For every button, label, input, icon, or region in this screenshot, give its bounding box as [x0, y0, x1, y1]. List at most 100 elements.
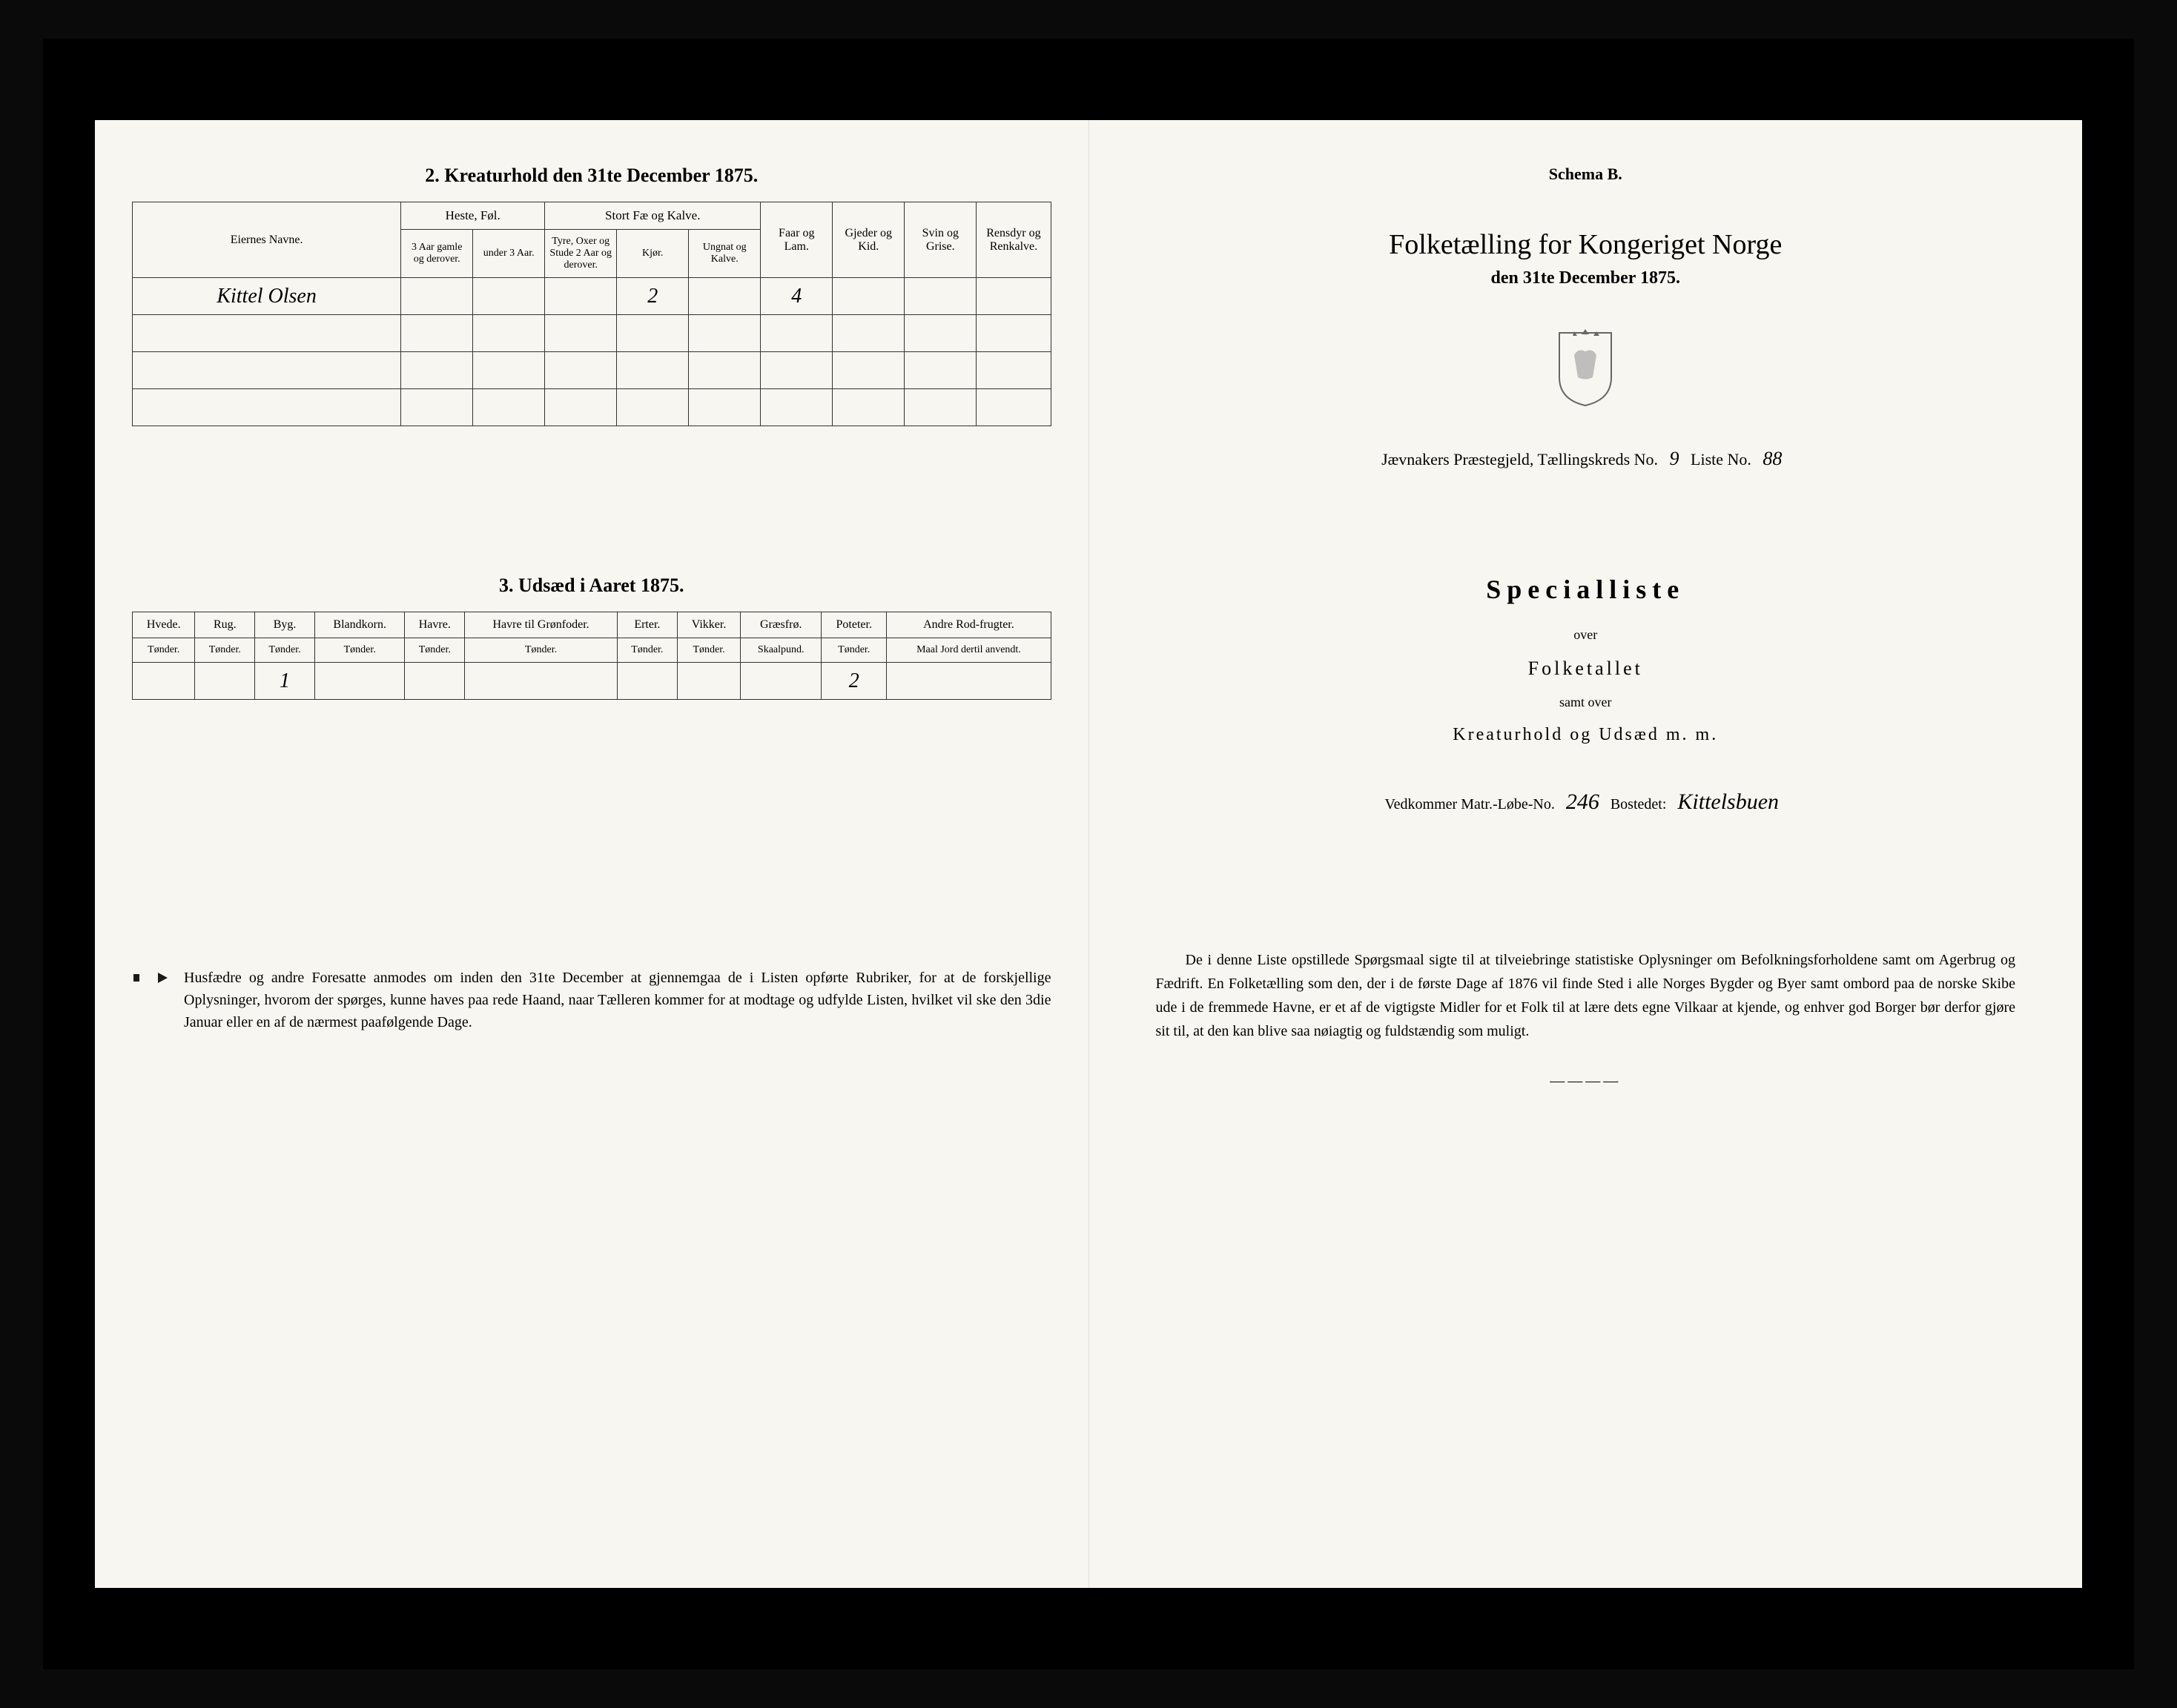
- cell: [545, 389, 617, 426]
- cell: [689, 352, 761, 389]
- cell: [833, 389, 905, 426]
- header-heste1: 3 Aar gamle og derover.: [401, 230, 473, 278]
- cell: [473, 278, 545, 315]
- cell-owner: Kittel Olsen: [133, 278, 401, 315]
- unit: Maal Jord dertil anvendt.: [887, 638, 1051, 663]
- cell: [741, 663, 822, 700]
- cell: [545, 315, 617, 352]
- cell: [761, 389, 833, 426]
- header-havre-gron: Havre til Grønfoder.: [465, 612, 618, 638]
- samt-text: samt over: [1126, 695, 2046, 710]
- unit: Tønder.: [133, 638, 195, 663]
- divider: ————: [1126, 1073, 2046, 1090]
- cell: [677, 663, 741, 700]
- unit: Tønder.: [677, 638, 741, 663]
- cell: [689, 278, 761, 315]
- header-stort1: Tyre, Oxer og Stude 2 Aar og derover.: [545, 230, 617, 278]
- cell: [617, 315, 689, 352]
- bosted-label: Bostedet:: [1611, 796, 1667, 812]
- cell: [401, 389, 473, 426]
- scan-frame: 2. Kreaturhold den 31te December 1875. E…: [43, 39, 2134, 1669]
- table-row: Kittel Olsen 2 4: [133, 278, 1051, 315]
- cell: [473, 389, 545, 426]
- header-rensdyr: Rensdyr og Renkalve.: [977, 202, 1051, 278]
- cell: [133, 663, 195, 700]
- cell: [473, 352, 545, 389]
- cell: [905, 315, 977, 352]
- schema-label: Schema B.: [1126, 165, 2046, 184]
- right-footnote: De i denne Liste opstillede Spørgsmaal s…: [1156, 948, 2016, 1043]
- cell: [833, 315, 905, 352]
- specialliste-title: Specialliste: [1126, 574, 2046, 605]
- cell: [465, 663, 618, 700]
- main-title: Folketælling for Kongeriget Norge: [1126, 228, 2046, 261]
- right-page: Schema B. Folketælling for Kongeriget No…: [1089, 120, 2083, 1588]
- cell: [405, 663, 465, 700]
- left-page: 2. Kreaturhold den 31te December 1875. E…: [95, 120, 1089, 1588]
- bosted-value: Kittelsbuen: [1670, 790, 1786, 814]
- folketallet-text: Folketallet: [1126, 658, 2046, 680]
- unit: Tønder.: [822, 638, 887, 663]
- cell: [905, 278, 977, 315]
- header-andre: Andre Rod-frugter.: [887, 612, 1051, 638]
- section2-title: 2. Kreaturhold den 31te December 1875.: [132, 165, 1051, 187]
- cell: [977, 278, 1051, 315]
- header-vikker: Vikker.: [677, 612, 741, 638]
- section3-title: 3. Udsæd i Aaret 1875.: [132, 575, 1051, 597]
- cell: [401, 278, 473, 315]
- header-stort3: Ungnat og Kalve.: [689, 230, 761, 278]
- unit: Tønder.: [465, 638, 618, 663]
- subtitle: den 31te December 1875.: [1126, 268, 2046, 288]
- unit: Tønder.: [314, 638, 405, 663]
- header-owner: Eiernes Navne.: [133, 202, 401, 278]
- coat-of-arms-icon: [1126, 325, 2046, 411]
- unit: Skaalpund.: [741, 638, 822, 663]
- cell: [977, 389, 1051, 426]
- matr-label: Vedkommer Matr.-Løbe-No.: [1384, 796, 1554, 812]
- table-row: [133, 389, 1051, 426]
- cell: [761, 315, 833, 352]
- left-footnote: Husfædre og andre Foresatte anmodes om i…: [132, 967, 1051, 1033]
- cell: [133, 315, 401, 352]
- document-spread: 2. Kreaturhold den 31te December 1875. E…: [95, 120, 2082, 1588]
- cell: [689, 389, 761, 426]
- table-row: [133, 315, 1051, 352]
- header-rug: Rug.: [195, 612, 255, 638]
- unit: Tønder.: [255, 638, 315, 663]
- udsaed-table: Hvede. Rug. Byg. Blandkorn. Havre. Havre…: [132, 612, 1051, 700]
- table-row: [133, 352, 1051, 389]
- cell: [133, 352, 401, 389]
- liste-no: 88: [1755, 448, 1789, 469]
- cell: [977, 315, 1051, 352]
- matr-line: Vedkommer Matr.-Løbe-No. 246 Bostedet: K…: [1126, 790, 2046, 815]
- unit: Tønder.: [618, 638, 678, 663]
- cell: 2: [617, 278, 689, 315]
- cell: [314, 663, 405, 700]
- over-text: over: [1126, 627, 2046, 643]
- cell: [833, 278, 905, 315]
- unit: Tønder.: [195, 638, 255, 663]
- header-havre: Havre.: [405, 612, 465, 638]
- header-faar: Faar og Lam.: [761, 202, 833, 278]
- header-poteter: Poteter.: [822, 612, 887, 638]
- cell: [761, 352, 833, 389]
- cell: 2: [822, 663, 887, 700]
- cell: [905, 352, 977, 389]
- parish-no: 9: [1662, 448, 1687, 469]
- header-svin: Svin og Grise.: [905, 202, 977, 278]
- cell: [887, 663, 1051, 700]
- cell: [689, 315, 761, 352]
- header-stort2: Kjør.: [617, 230, 689, 278]
- header-hvede: Hvede.: [133, 612, 195, 638]
- cell: [617, 352, 689, 389]
- cell: 1: [255, 663, 315, 700]
- matr-no: 246: [1559, 790, 1607, 814]
- kreaturhold-table: Eiernes Navne. Heste, Føl. Stort Fæ og K…: [132, 202, 1051, 426]
- parish-line: Jævnakers Præstegjeld, Tællingskreds No.…: [1126, 448, 2046, 470]
- header-byg: Byg.: [255, 612, 315, 638]
- cell: [195, 663, 255, 700]
- cell: [545, 352, 617, 389]
- kreaturhold-text: Kreaturhold og Udsæd m. m.: [1126, 725, 2046, 745]
- header-heste: Heste, Føl.: [401, 202, 545, 230]
- cell: [905, 389, 977, 426]
